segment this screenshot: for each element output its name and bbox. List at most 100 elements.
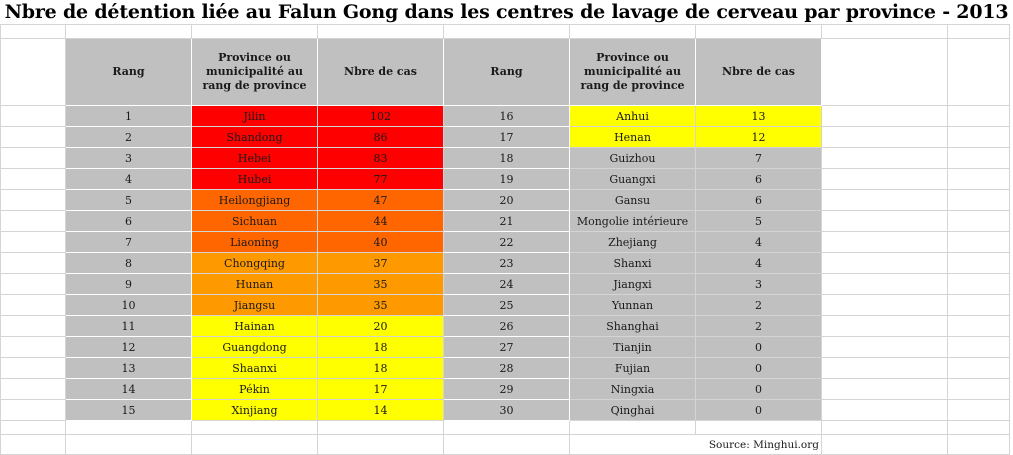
table-row: 9 Hunan 35 24 Jiangxi 3: [0, 273, 1010, 295]
empty-cell: [443, 420, 570, 435]
rank-cell: 28: [443, 357, 570, 379]
table-row: 3 Hebei 83 18 Guizhou 7: [0, 147, 1010, 169]
empty-cell: [0, 24, 66, 39]
rank-cell: 17: [443, 126, 570, 148]
empty-cell: [947, 273, 1010, 295]
empty-cell: [317, 24, 444, 39]
empty-cell: [0, 420, 66, 435]
province-cell: Liaoning: [191, 231, 318, 253]
cases-cell: 4: [695, 252, 822, 274]
province-cell: Sichuan: [191, 210, 318, 232]
province-cell: Zhejiang: [569, 231, 696, 253]
province-cell: Guizhou: [569, 147, 696, 169]
rank-cell: 20: [443, 189, 570, 211]
cases-cell: 40: [317, 231, 444, 253]
empty-cell: [0, 315, 66, 337]
table-row: 1 Jilin 102 16 Anhui 13: [0, 105, 1010, 127]
rank-cell: 13: [65, 357, 192, 379]
province-cell: Ningxia: [569, 378, 696, 400]
data-table: Rang Province ou municipalité au rang de …: [0, 24, 1010, 455]
empty-cell: [0, 399, 66, 421]
cases-cell: 2: [695, 294, 822, 316]
cases-cell: 17: [317, 378, 444, 400]
cases-cell: 37: [317, 252, 444, 274]
rank-cell: 5: [65, 189, 192, 211]
empty-cell: [821, 24, 948, 39]
empty-cell: [0, 357, 66, 379]
empty-cell: [947, 168, 1010, 190]
empty-cell: [821, 315, 948, 337]
rank-cell: 19: [443, 168, 570, 190]
cases-cell: 13: [695, 105, 822, 127]
province-cell: Fujian: [569, 357, 696, 379]
empty-cell: [0, 210, 66, 232]
cases-cell: 20: [317, 315, 444, 337]
cases-cell: 86: [317, 126, 444, 148]
empty-cell: [821, 378, 948, 400]
header-rang-left: Rang: [65, 38, 192, 106]
rank-cell: 27: [443, 336, 570, 358]
province-cell: Qinghai: [569, 399, 696, 421]
province-cell: Xinjiang: [191, 399, 318, 421]
header-cases-right: Nbre de cas: [695, 38, 822, 106]
table-row: 11 Hainan 20 26 Shanghai 2: [0, 315, 1010, 337]
cases-cell: 0: [695, 378, 822, 400]
empty-cell: [0, 294, 66, 316]
empty-cell: [821, 168, 948, 190]
table-row: 4 Hubei 77 19 Guangxi 6: [0, 168, 1010, 190]
rank-cell: 8: [65, 252, 192, 274]
empty-cell: [65, 24, 192, 39]
table-row: 14 Pékin 17 29 Ningxia 0: [0, 378, 1010, 400]
cases-cell: 102: [317, 105, 444, 127]
empty-cell: [821, 210, 948, 232]
empty-cell: [0, 168, 66, 190]
rank-cell: 4: [65, 168, 192, 190]
empty-cell: [0, 336, 66, 358]
empty-cell: [947, 189, 1010, 211]
empty-cell: [947, 210, 1010, 232]
province-cell: Yunnan: [569, 294, 696, 316]
empty-cell: [821, 273, 948, 295]
empty-cell: [947, 24, 1010, 39]
province-cell: Guangdong: [191, 336, 318, 358]
province-cell: Mongolie intérieure: [569, 210, 696, 232]
rank-cell: 21: [443, 210, 570, 232]
cases-cell: 3: [695, 273, 822, 295]
province-cell: Pékin: [191, 378, 318, 400]
province-cell: Jilin: [191, 105, 318, 127]
empty-cell: [821, 105, 948, 127]
province-cell: Shandong: [191, 126, 318, 148]
empty-cell: [947, 105, 1010, 127]
cases-cell: 18: [317, 357, 444, 379]
empty-cell: [65, 420, 192, 435]
empty-cell: [569, 24, 696, 39]
rank-cell: 10: [65, 294, 192, 316]
empty-cell: [569, 420, 696, 435]
empty-cell: [821, 147, 948, 169]
cases-cell: 35: [317, 294, 444, 316]
empty-cell: [947, 294, 1010, 316]
cases-cell: 18: [317, 336, 444, 358]
empty-cell: [0, 378, 66, 400]
header-province-left: Province ou municipalité au rang de prov…: [191, 38, 318, 106]
rank-cell: 24: [443, 273, 570, 295]
empty-cell: [947, 231, 1010, 253]
empty-cell: [191, 24, 318, 39]
empty-cell: [947, 147, 1010, 169]
rank-cell: 7: [65, 231, 192, 253]
empty-cell: [0, 273, 66, 295]
province-cell: Henan: [569, 126, 696, 148]
empty-cell: [0, 105, 66, 127]
cases-cell: 83: [317, 147, 444, 169]
empty-cell: [821, 420, 948, 435]
province-cell: Tianjin: [569, 336, 696, 358]
empty-cell: [695, 24, 822, 39]
empty-cell: [947, 126, 1010, 148]
empty-cell: [317, 420, 444, 435]
table-row: 13 Shaanxi 18 28 Fujian 0: [0, 357, 1010, 379]
rank-cell: 3: [65, 147, 192, 169]
rank-cell: 15: [65, 399, 192, 421]
rank-cell: 12: [65, 336, 192, 358]
empty-cell: [0, 231, 66, 253]
table-row: 5 Heilongjiang 47 20 Gansu 6: [0, 189, 1010, 211]
